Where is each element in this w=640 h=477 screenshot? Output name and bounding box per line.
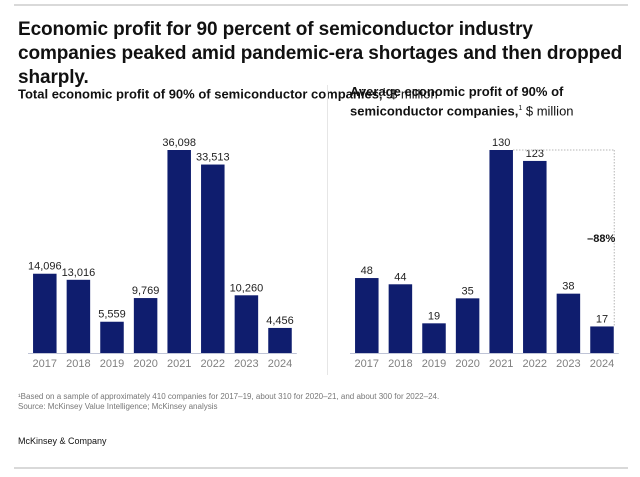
data-label-2017: 14,096 bbox=[28, 261, 62, 273]
x-tick-2023: 2023 bbox=[234, 358, 258, 370]
data-label-2022: 123 bbox=[526, 148, 544, 160]
footnote-sample: ¹Based on a sample of approximately 410 … bbox=[18, 392, 440, 401]
left-footnote-marker: 1 bbox=[382, 88, 387, 95]
x-tick-2022: 2022 bbox=[523, 358, 547, 370]
x-tick-2020: 2020 bbox=[455, 358, 479, 370]
x-tick-2019: 2019 bbox=[100, 358, 124, 370]
data-label-2024: 4,456 bbox=[266, 315, 294, 327]
left-chart-subtitle: Total economic profit of 90% of semicond… bbox=[18, 83, 438, 102]
bar-2021 bbox=[167, 150, 191, 353]
bar-2018 bbox=[66, 279, 91, 353]
x-tick-2021: 2021 bbox=[167, 358, 191, 370]
data-label-2020: 35 bbox=[461, 285, 473, 297]
x-tick-2022: 2022 bbox=[201, 358, 225, 370]
bar-2019 bbox=[422, 323, 446, 353]
left-subtitle-bold: Total economic profit of 90% of semicond… bbox=[18, 86, 383, 102]
x-tick-2019: 2019 bbox=[422, 358, 446, 370]
bar-2023 bbox=[556, 293, 581, 353]
data-label-2023: 10,260 bbox=[230, 282, 264, 294]
data-label-2021: 130 bbox=[492, 137, 510, 149]
x-tick-2023: 2023 bbox=[556, 358, 580, 370]
right-subtitle-bold: Average economic profit of 90% of semico… bbox=[350, 84, 564, 119]
bar-2017 bbox=[33, 273, 57, 353]
bar-2022 bbox=[201, 164, 225, 353]
left-subtitle-unit: $ million bbox=[386, 86, 438, 102]
change-annotation: –88% bbox=[587, 233, 615, 245]
x-tick-2018: 2018 bbox=[66, 358, 90, 370]
bar-2023 bbox=[234, 295, 259, 353]
x-tick-2024: 2024 bbox=[268, 358, 292, 370]
right-chart-subtitle: Average economic profit of 90% of semico… bbox=[350, 83, 640, 119]
data-label-2022: 33,513 bbox=[196, 152, 230, 164]
x-tick-2017: 2017 bbox=[33, 358, 57, 370]
footnote: ¹Based on a sample of approximately 410 … bbox=[18, 392, 439, 412]
brand-name: McKinsey & Company bbox=[18, 436, 107, 446]
bottom-rule bbox=[14, 467, 628, 469]
x-tick-2018: 2018 bbox=[388, 358, 412, 370]
data-label-2018: 13,016 bbox=[62, 267, 96, 279]
right-subtitle-unit: $ million bbox=[522, 103, 574, 119]
panel-divider bbox=[327, 85, 328, 375]
bar-2018 bbox=[388, 284, 413, 353]
bar-2019 bbox=[100, 321, 124, 353]
x-tick-2020: 2020 bbox=[133, 358, 157, 370]
right-footnote-marker: 1 bbox=[518, 105, 523, 112]
data-label-2019: 5,559 bbox=[98, 309, 126, 321]
bar-2024 bbox=[268, 327, 292, 353]
footnote-source: Source: McKinsey Value Intelligence; McK… bbox=[18, 402, 218, 411]
top-rule bbox=[14, 4, 628, 6]
bar-2020 bbox=[133, 298, 158, 353]
bar-2017 bbox=[355, 278, 379, 353]
bar-2021 bbox=[489, 150, 513, 353]
bar-2020 bbox=[455, 298, 480, 353]
data-label-2017: 48 bbox=[361, 265, 373, 277]
average-profit-chart: 48 2017 44 2018 19 2019 35 2020 130 2021 123 2022 38… bbox=[350, 137, 619, 370]
data-label-2024: 17 bbox=[596, 313, 608, 325]
data-label-2023: 38 bbox=[562, 281, 574, 293]
bar-2022 bbox=[523, 160, 547, 353]
data-label-2021: 36,098 bbox=[162, 137, 196, 149]
data-label-2020: 9,769 bbox=[132, 285, 160, 297]
data-label-2018: 44 bbox=[394, 271, 406, 283]
total-profit-chart: 14,096 2017 13,016 2018 5,559 2019 9,769 2020 36… bbox=[28, 137, 297, 370]
chart-title: Economic profit for 90 percent of semico… bbox=[18, 19, 623, 88]
bar-2024 bbox=[590, 326, 614, 353]
data-label-2019: 19 bbox=[428, 310, 440, 322]
x-tick-2021: 2021 bbox=[489, 358, 513, 370]
x-tick-2017: 2017 bbox=[355, 358, 379, 370]
x-tick-2024: 2024 bbox=[590, 358, 614, 370]
